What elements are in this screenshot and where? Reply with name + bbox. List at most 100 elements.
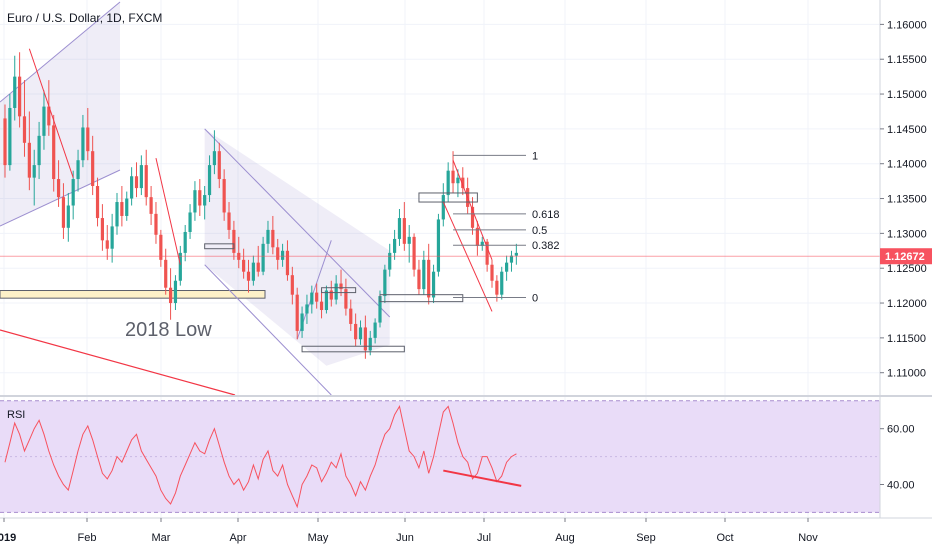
candle-body[interactable] <box>37 135 41 166</box>
candle-body[interactable] <box>305 304 309 314</box>
candle-body[interactable] <box>27 142 31 178</box>
candle-body[interactable] <box>373 322 377 338</box>
candle-body[interactable] <box>81 127 85 161</box>
candle-body[interactable] <box>256 262 260 272</box>
candle-body[interactable] <box>344 289 348 309</box>
candle-body[interactable] <box>324 290 329 311</box>
candle-body[interactable] <box>198 190 202 206</box>
candle-body[interactable] <box>280 250 285 260</box>
candle-body[interactable] <box>358 327 363 340</box>
candle-body[interactable] <box>388 252 392 270</box>
rsi-pane[interactable] <box>0 400 880 513</box>
candle-body[interactable] <box>319 301 324 311</box>
candle-body[interactable] <box>490 264 494 281</box>
candle-body[interactable] <box>164 259 168 288</box>
candle-body[interactable] <box>183 231 187 253</box>
candle-body[interactable] <box>363 327 367 351</box>
candle-body[interactable] <box>461 177 465 189</box>
candle-body[interactable] <box>71 179 75 206</box>
candle-body[interactable] <box>485 241 489 265</box>
candle-body[interactable] <box>251 262 255 281</box>
candle-body[interactable] <box>514 252 518 256</box>
candle-body[interactable] <box>266 229 270 244</box>
candle-body[interactable] <box>441 195 445 220</box>
candle-body[interactable] <box>412 236 416 270</box>
candle-body[interactable] <box>446 170 450 196</box>
candle-body[interactable] <box>76 160 80 180</box>
candle-body[interactable] <box>61 197 66 228</box>
candle-body[interactable] <box>227 212 231 230</box>
candle-body[interactable] <box>242 259 246 272</box>
candle-body[interactable] <box>207 165 212 196</box>
candle-body[interactable] <box>168 287 173 304</box>
candle-body[interactable] <box>300 313 304 331</box>
candle-body[interactable] <box>22 116 27 143</box>
candle-body[interactable] <box>178 252 182 281</box>
rsi-line[interactable] <box>4 405 517 509</box>
candle-body[interactable] <box>188 212 192 232</box>
candle-body[interactable] <box>470 206 475 228</box>
candle-body[interactable] <box>144 165 148 198</box>
candle-body[interactable] <box>261 243 265 272</box>
candle-body[interactable] <box>431 271 436 298</box>
candle-body[interactable] <box>290 275 294 295</box>
candle-body[interactable] <box>173 280 178 304</box>
candle-body[interactable] <box>436 219 441 272</box>
candle-body[interactable] <box>339 283 343 290</box>
candle-body[interactable] <box>193 190 197 213</box>
candle-body[interactable] <box>456 177 460 184</box>
candle-body[interactable] <box>91 151 95 187</box>
candle-body[interactable] <box>159 234 163 260</box>
candle-body[interactable] <box>509 255 514 263</box>
candle-body[interactable] <box>47 106 51 126</box>
candle-body[interactable] <box>397 218 402 239</box>
candle-body[interactable] <box>427 259 431 298</box>
candle-body[interactable] <box>3 118 7 166</box>
candle-body[interactable] <box>134 176 139 189</box>
candle-body[interactable] <box>276 247 280 260</box>
candle-body[interactable] <box>120 202 124 216</box>
candle-body[interactable] <box>402 218 406 244</box>
candle-body[interactable] <box>310 292 314 305</box>
candle-body[interactable] <box>222 179 226 213</box>
candle-body[interactable] <box>18 76 22 117</box>
candle-body[interactable] <box>66 205 70 228</box>
candle-body[interactable] <box>417 269 421 290</box>
candle-body[interactable] <box>368 337 372 351</box>
candle-body[interactable] <box>295 294 299 331</box>
candle-body[interactable] <box>393 238 397 253</box>
candle-body[interactable] <box>422 259 426 290</box>
candle-body[interactable] <box>500 271 504 295</box>
candle-body[interactable] <box>86 127 90 152</box>
candle-body[interactable] <box>451 170 455 184</box>
candle-body[interactable] <box>203 195 207 206</box>
candle-body[interactable] <box>130 176 134 199</box>
candle-body[interactable] <box>480 241 484 246</box>
candle-body[interactable] <box>354 323 358 340</box>
candle-body[interactable] <box>407 236 411 244</box>
candle-body[interactable] <box>329 290 333 300</box>
candle-body[interactable] <box>495 280 499 295</box>
candle-body[interactable] <box>32 165 36 178</box>
candle-body[interactable] <box>271 229 275 248</box>
candle-body[interactable] <box>285 250 290 276</box>
candle-body[interactable] <box>115 202 119 227</box>
candle-body[interactable] <box>100 218 104 241</box>
candle-body[interactable] <box>52 125 56 180</box>
candle-body[interactable] <box>378 296 382 323</box>
candle-body[interactable] <box>125 198 129 216</box>
candle-body[interactable] <box>149 197 153 214</box>
candle-body[interactable] <box>13 76 17 108</box>
candle-body[interactable] <box>315 292 319 302</box>
candle-body[interactable] <box>217 151 221 180</box>
candle-body[interactable] <box>349 308 353 324</box>
candle-body[interactable] <box>154 213 158 235</box>
candle-body[interactable] <box>95 186 100 219</box>
candle-body[interactable] <box>505 262 509 272</box>
candle-body[interactable] <box>212 151 217 166</box>
candle-body[interactable] <box>139 165 143 189</box>
candle-body[interactable] <box>8 107 12 166</box>
candle-body[interactable] <box>383 269 387 297</box>
candle-body[interactable] <box>475 227 479 246</box>
